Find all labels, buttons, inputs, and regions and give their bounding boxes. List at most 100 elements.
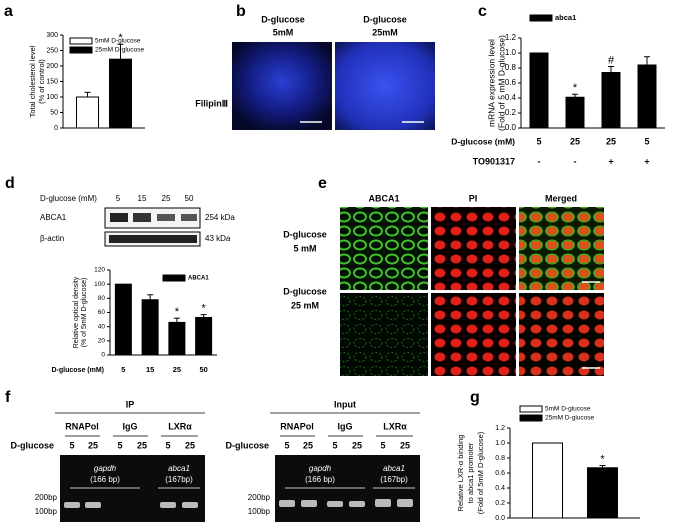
- y-tick-label: 0.8: [505, 63, 517, 72]
- legend-swatch: [69, 37, 93, 45]
- y-tick-label: 0.6: [505, 78, 517, 87]
- gene-name: abca1: [383, 464, 405, 473]
- gene-name: abca1: [168, 464, 190, 473]
- bar: [168, 321, 186, 356]
- lane-label: 25: [162, 194, 171, 203]
- legend-swatch: [519, 414, 543, 422]
- lane-label: 50: [185, 194, 194, 203]
- gene-size: (166 bp): [305, 475, 335, 484]
- blot-label: ABCA1: [40, 213, 67, 222]
- gene-size: (167bp): [380, 475, 408, 484]
- x-tick-label: 25: [606, 136, 616, 146]
- x-tick-label: 5: [536, 136, 541, 146]
- group-label: IgG: [338, 421, 353, 431]
- blot-size: 254 kDa: [205, 213, 235, 222]
- bar: [601, 72, 621, 129]
- size-marker: 100bp: [35, 507, 58, 516]
- legend-label: 25mM D-glucose: [545, 415, 595, 422]
- y-tick-label: 200: [46, 63, 58, 70]
- column-label: PI: [469, 193, 478, 203]
- row-label: 25 mM: [291, 300, 319, 310]
- x-row-label: +: [608, 156, 613, 166]
- gel: [275, 455, 420, 522]
- y-tick-label: 40: [98, 323, 106, 330]
- x-axis-label: D-glucose (mM): [451, 136, 515, 146]
- lane-label: 25: [400, 440, 410, 450]
- lane-label: 5: [69, 440, 74, 450]
- x-row-label: -: [538, 156, 541, 166]
- row-label: 5 mM: [293, 243, 316, 253]
- microscopy-image: [519, 207, 604, 290]
- bar: [587, 467, 618, 519]
- size-marker: 200bp: [248, 493, 271, 502]
- y-tick-label: 80: [98, 295, 106, 302]
- bar: [195, 316, 213, 356]
- legend-label: 25mM D-glucose: [95, 47, 145, 54]
- y-tick-label: 0.2: [505, 108, 517, 117]
- y-tick-label: 100: [94, 281, 105, 288]
- panel-label: g: [470, 389, 480, 406]
- column-label: D-glucose: [261, 14, 305, 24]
- gene-size: (167bp): [165, 475, 193, 484]
- y-tick-label: 150: [46, 78, 58, 85]
- y-tick-label: 0.8: [495, 455, 505, 462]
- row-label: D-glucose: [283, 229, 327, 239]
- x-tick-label: 50: [199, 365, 207, 374]
- panel-label: f: [5, 389, 11, 406]
- significance-label: *: [201, 303, 206, 315]
- gel: [60, 455, 205, 522]
- lane-label: 5: [117, 440, 122, 450]
- y-tick-label: 0.2: [495, 500, 505, 507]
- y-tick-label: 1.2: [495, 425, 505, 432]
- column-label: Merged: [545, 193, 577, 203]
- row-label: FilipinⅢ: [195, 98, 228, 108]
- row-label: D-glucose: [225, 440, 269, 450]
- y-axis-label: Total cholesterol level: [28, 45, 37, 117]
- microscopy-image: [519, 293, 604, 376]
- x-row-label: +: [644, 156, 649, 166]
- y-axis-label: (% of 5mM D-glucose): [81, 278, 88, 348]
- y-tick-label: 0.4: [505, 93, 517, 102]
- panel-label: e: [318, 175, 327, 192]
- y-axis-label: (Fold of 5mM D-glucose): [476, 431, 485, 514]
- row-label: D-glucose: [283, 286, 327, 296]
- column-label: D-glucose: [363, 14, 407, 24]
- microscopy-image: [232, 42, 332, 130]
- legend-swatch: [519, 405, 543, 413]
- header-line: [55, 412, 420, 437]
- gene-name: gapdh: [309, 464, 332, 473]
- size-marker: 100bp: [248, 507, 271, 516]
- y-axis-label: to abca1 promoter: [466, 442, 475, 503]
- blot-xlabel: D-glucose (mM): [40, 194, 97, 203]
- blot-band: [109, 235, 197, 243]
- panel-label: d: [5, 175, 15, 192]
- y-axis-label: mRNA expression level: [486, 39, 496, 127]
- column-label: 5mM: [273, 27, 294, 37]
- microscopy-image: [431, 207, 516, 290]
- gene-name: gapdh: [94, 464, 117, 473]
- group-label: IgG: [123, 421, 138, 431]
- x-tick-label: 15: [146, 365, 154, 374]
- lane-label: 25: [137, 440, 147, 450]
- lane-label: 5: [284, 440, 289, 450]
- column-label: ABCA1: [368, 193, 399, 203]
- bar: [76, 96, 99, 129]
- legend-label: 5mM D-glucose: [545, 406, 591, 413]
- group-label: RNAPol: [65, 421, 99, 431]
- significance-label: #: [608, 54, 615, 66]
- y-tick-label: 300: [46, 32, 58, 39]
- x-tick-label: 5: [644, 136, 649, 146]
- legend-label: ABCA1: [188, 276, 209, 282]
- y-axis-label: Relative LXR-α binding: [456, 435, 465, 512]
- y-tick-label: 20: [98, 338, 106, 345]
- blot: [104, 207, 201, 229]
- bar: [114, 283, 132, 356]
- group-label: LXRα: [383, 421, 407, 431]
- size-marker: 200bp: [35, 493, 58, 502]
- x-tick-label: 25: [173, 365, 181, 374]
- panel-label: b: [236, 3, 246, 20]
- x-axis-label: D-glucose (mM): [52, 367, 105, 374]
- lane-label: 5: [332, 440, 337, 450]
- x-tick-label: 5: [121, 365, 125, 374]
